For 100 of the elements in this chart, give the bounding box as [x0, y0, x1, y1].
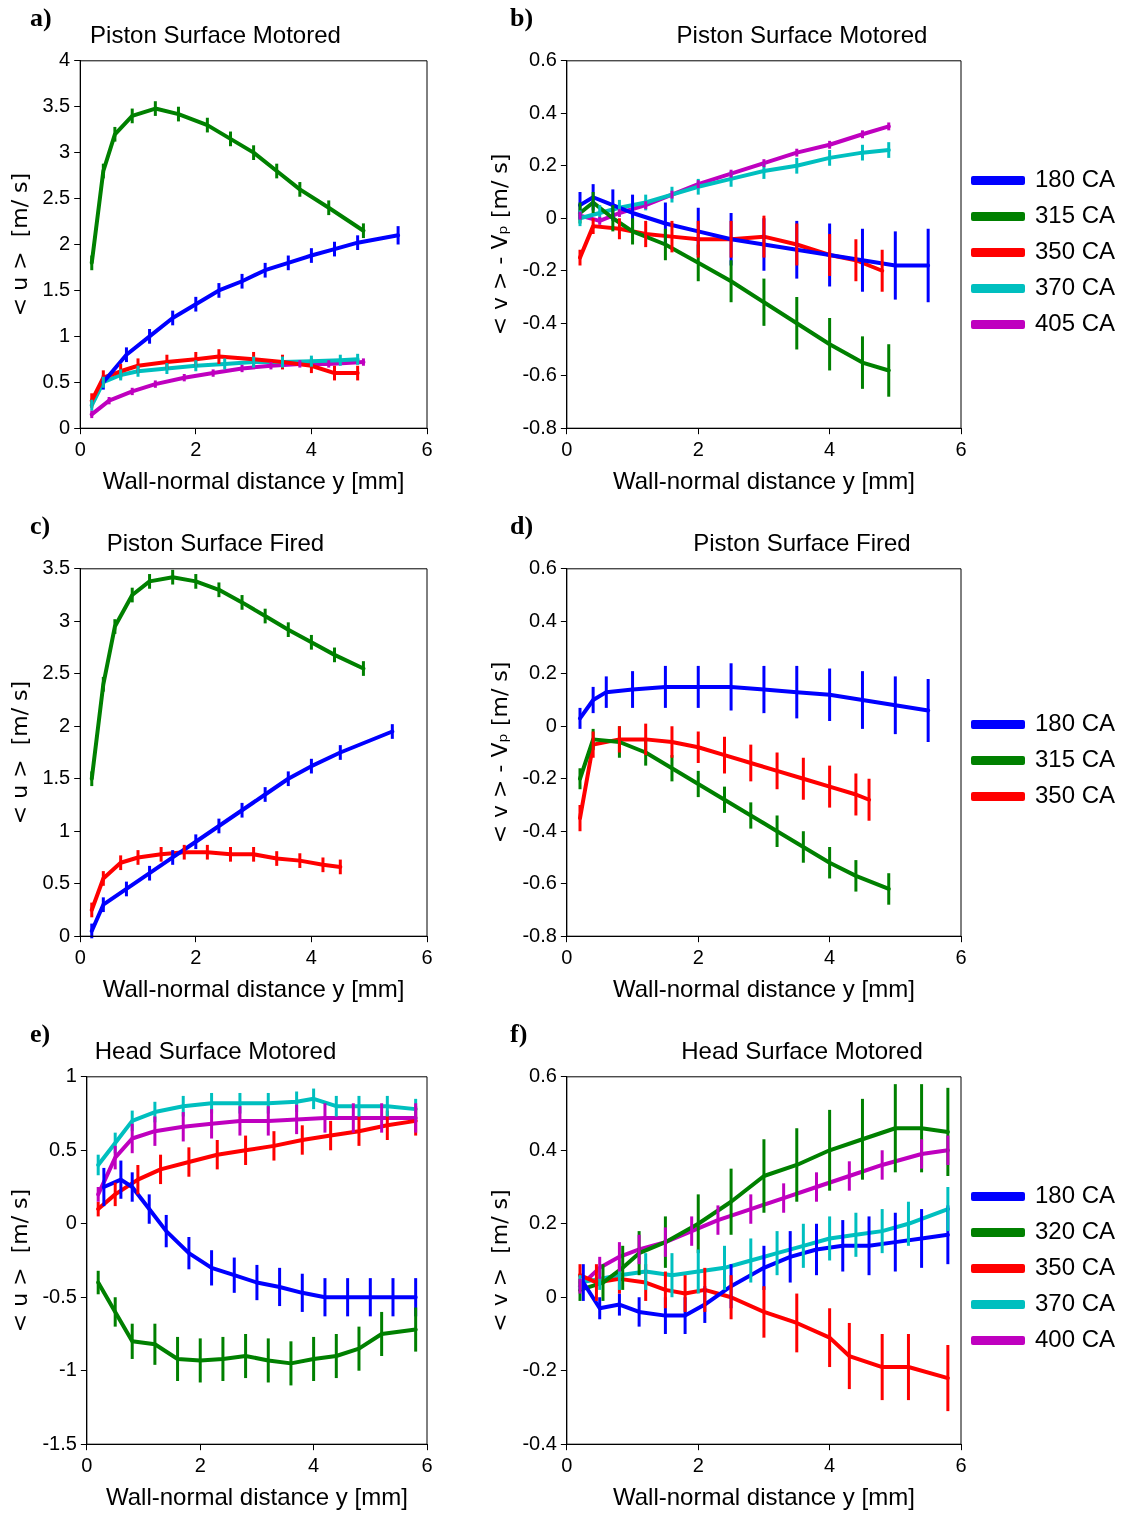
legend-label: 350 CA — [1035, 237, 1116, 265]
x-tick-label: 4 — [305, 437, 317, 460]
chart-title: Head Surface Motored — [94, 1037, 337, 1065]
y-tick-label: -0.4 — [522, 818, 557, 841]
y-tick-label: -0.8 — [522, 415, 557, 438]
y-tick-label: -0.2 — [522, 766, 557, 789]
legend-label: 315 CA — [1035, 745, 1116, 773]
legend-label: 400 CA — [1035, 1325, 1116, 1353]
y-tick-label: 0.4 — [529, 608, 557, 631]
y-axis-title: < u > [m/ s] — [6, 172, 32, 317]
y-tick-label: 0 — [59, 415, 71, 438]
y-tick-label: 0.4 — [529, 100, 557, 123]
chart-title: Piston Surface Fired — [106, 529, 325, 557]
y-tick-label: 3 — [59, 608, 71, 631]
text: e) — [30, 1018, 51, 1048]
text: f) — [510, 1018, 528, 1048]
y-tick-label: 0.4 — [529, 1137, 557, 1160]
y-tick-label: 0.2 — [529, 153, 557, 176]
y-tick-label: -0.8 — [522, 923, 557, 946]
y-tick-label: 0 — [65, 1211, 77, 1234]
x-tick-label: 2 — [692, 945, 704, 968]
y-tick-label: -0.2 — [522, 258, 557, 281]
x-tick-label: 2 — [190, 945, 202, 968]
y-tick-label: 1.5 — [42, 277, 71, 300]
x-axis-title: Wall-normal distance y [mm] — [613, 467, 915, 495]
legend-label: 370 CA — [1035, 273, 1116, 301]
legend-label: 315 CA — [1035, 201, 1116, 229]
y-tick-label: -1 — [59, 1358, 77, 1381]
chart-title: Piston Surface Fired — [693, 529, 911, 557]
x-axis-title: Wall-normal distance y [mm] — [613, 975, 915, 1003]
y-tick-label: 0 — [545, 713, 557, 736]
x-axis-title: Wall-normal distance y [mm] — [102, 975, 405, 1003]
x-tick-label: 0 — [81, 1453, 93, 1476]
y-tick-label: 0 — [545, 1284, 557, 1307]
y-tick-label: 2.5 — [42, 186, 71, 209]
x-tick-label: 4 — [824, 1453, 836, 1476]
x-tick-label: 6 — [421, 945, 433, 968]
y-tick-label: 3.5 — [42, 556, 71, 579]
text: a) — [30, 2, 52, 32]
y-tick-label: -0.4 — [522, 1431, 557, 1454]
text: c) — [30, 510, 51, 540]
y-tick-label: 2 — [59, 713, 71, 736]
legend-label: 180 CA — [1035, 1181, 1116, 1209]
y-tick-label: 1 — [59, 818, 71, 841]
x-tick-label: 2 — [190, 437, 202, 460]
x-tick-label: 0 — [561, 437, 573, 460]
y-tick-label: 0.2 — [529, 661, 557, 684]
y-tick-label: -0.2 — [522, 1358, 557, 1381]
y-tick-label: 4 — [59, 48, 71, 71]
chart-title: Piston Surface Motored — [676, 21, 928, 49]
y-tick-label: 1 — [65, 1064, 77, 1087]
y-tick-label: 0.6 — [529, 1064, 557, 1087]
y-tick-label: 2.5 — [42, 661, 71, 684]
legend-label: 180 CA — [1035, 709, 1116, 737]
x-tick-label: 6 — [955, 437, 967, 460]
y-axis-title: < u > [m/ s] — [6, 1188, 32, 1333]
x-tick-label: 4 — [305, 945, 317, 968]
text: b) — [510, 2, 534, 32]
legend-label: 320 CA — [1035, 1217, 1116, 1245]
y-tick-label: 0.5 — [42, 871, 71, 894]
y-axis-title: < v > [m/ s] — [486, 1189, 512, 1332]
y-tick-label: 0.6 — [529, 48, 557, 71]
y-tick-label: 0.6 — [529, 556, 557, 579]
x-axis-title: Wall-normal distance y [mm] — [106, 1483, 408, 1511]
x-tick-label: 6 — [421, 437, 433, 460]
y-tick-label: 0 — [59, 923, 71, 946]
legend-label: 350 CA — [1035, 781, 1116, 809]
legend-label: 370 CA — [1035, 1289, 1116, 1317]
legend-label: 350 CA — [1035, 1253, 1116, 1281]
y-tick-label: -0.6 — [522, 871, 557, 894]
chart-title: Head Surface Motored — [681, 1037, 923, 1065]
x-axis-title: Wall-normal distance y [mm] — [613, 1483, 915, 1511]
y-tick-label: 0.5 — [49, 1137, 77, 1160]
y-axis-title: < u > [m/ s] — [6, 680, 32, 825]
y-axis-title: < v > - Vₚ [m/ s] — [486, 153, 512, 336]
x-tick-label: 6 — [421, 1453, 433, 1476]
chart-title: Piston Surface Motored — [90, 21, 341, 49]
legend-label: 405 CA — [1035, 309, 1116, 337]
y-tick-label: 2 — [59, 232, 71, 255]
y-tick-label: 0 — [545, 205, 557, 228]
y-tick-label: -0.6 — [522, 363, 557, 386]
x-tick-label: 4 — [824, 945, 836, 968]
y-tick-label: 1 — [59, 323, 71, 346]
x-tick-label: 4 — [308, 1453, 320, 1476]
x-tick-label: 2 — [692, 1453, 704, 1476]
y-tick-label: -0.5 — [42, 1284, 77, 1307]
x-tick-label: 2 — [692, 437, 704, 460]
x-tick-label: 0 — [561, 1453, 573, 1476]
legend-label: 180 CA — [1035, 165, 1116, 193]
x-tick-label: 2 — [194, 1453, 206, 1476]
y-tick-label: 0.2 — [529, 1211, 557, 1234]
y-tick-label: 3.5 — [42, 94, 71, 117]
y-tick-label: -0.4 — [522, 310, 557, 333]
y-tick-label: 0.5 — [42, 369, 71, 392]
x-tick-label: 0 — [561, 945, 573, 968]
text: d) — [510, 510, 534, 540]
y-axis-title: < v > - Vₚ [m/ s] — [486, 661, 512, 844]
x-tick-label: 6 — [955, 945, 967, 968]
x-tick-label: 6 — [955, 1453, 967, 1476]
x-axis-title: Wall-normal distance y [mm] — [102, 467, 405, 495]
